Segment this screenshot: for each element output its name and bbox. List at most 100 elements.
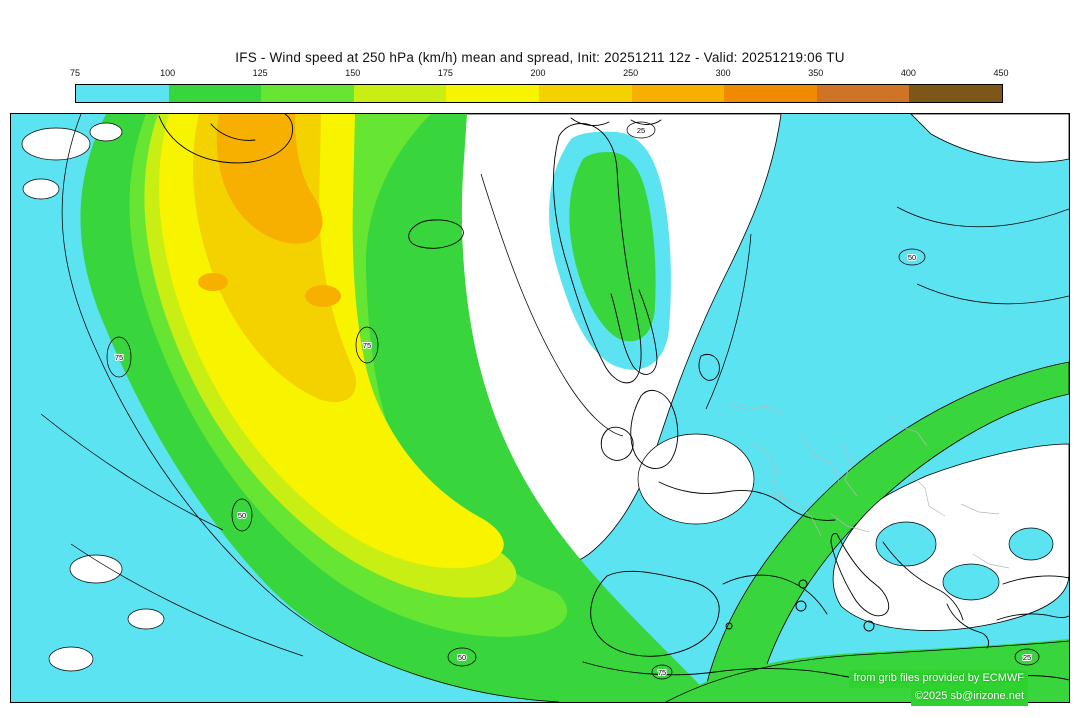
coastline (600, 426, 634, 461)
coastline (863, 620, 875, 632)
wind-field-white-pocket (637, 433, 755, 525)
country-border (730, 403, 784, 415)
coastline (570, 117, 610, 126)
coastline (722, 574, 828, 615)
wind-field-white-mediterranean (832, 443, 1069, 631)
spread-contour (231, 498, 253, 532)
wind-field-white-pocket (89, 122, 123, 142)
contour-label: 75 (363, 341, 371, 350)
coastline (210, 123, 256, 141)
legend-tick: 150 (345, 68, 361, 78)
wind-field-cyan-pocket (942, 563, 1000, 601)
wind-field-white-topright (910, 114, 1069, 163)
legend-tick: 125 (252, 68, 268, 78)
wind-field-orange-spot (305, 285, 341, 307)
country-borders (730, 403, 1010, 569)
contour-labels: 25 75 75 50 50 25 75 50 (114, 125, 1032, 678)
wind-field-cyan-pocket (1008, 527, 1054, 561)
contour-label: 25 (637, 126, 645, 135)
legend-segment (909, 85, 1002, 102)
contour-label: 50 (238, 511, 246, 520)
legend-tick: 175 (437, 68, 453, 78)
coastline (630, 389, 679, 469)
legend-ticks: 75 100 125 150 175 200 250 300 350 400 450 (70, 68, 1009, 80)
spread-contour (705, 233, 752, 410)
legend-segment (446, 85, 539, 102)
wind-field-white-pocket (127, 608, 165, 630)
wind-map-svg: 25 75 75 50 50 25 75 50 (11, 114, 1069, 702)
contour-label: 75 (115, 353, 123, 362)
coastline (408, 219, 464, 249)
legend-tick: 250 (623, 68, 639, 78)
wind-field-white-pocket (69, 554, 123, 584)
wind-field-white-pocket (21, 127, 91, 161)
wind-field-baltic-green (569, 152, 656, 342)
coastline (553, 123, 642, 384)
coastline (658, 481, 836, 521)
legend-segment (724, 85, 817, 102)
coastline (610, 289, 658, 375)
coastline (946, 603, 990, 649)
legend-bar (75, 84, 1003, 103)
spread-contour (896, 206, 1069, 228)
spread-contour (665, 640, 1069, 702)
contour-label: 50 (458, 653, 466, 662)
legend-segment (816, 85, 910, 102)
spread-contour (447, 647, 477, 667)
coastline (882, 541, 964, 621)
spread-contour (70, 543, 304, 657)
legend-tick: 200 (530, 68, 546, 78)
country-border (752, 443, 788, 501)
wind-map: 25 75 75 50 50 25 75 50 (10, 113, 1070, 703)
wind-field-orange-spot (198, 273, 228, 291)
coastline (798, 579, 808, 589)
country-border (886, 413, 928, 447)
spread-contour (1014, 648, 1040, 666)
country-border (800, 433, 840, 483)
legend-tick: 400 (900, 68, 916, 78)
chart-title: IFS - Wind speed at 250 hPa (km/h) mean … (235, 50, 845, 65)
wind-field-orange-core (216, 114, 323, 244)
contour-label: 25 (1023, 653, 1031, 662)
legend-tick: 75 (69, 68, 81, 78)
coastline (830, 533, 889, 617)
coastline (1002, 575, 1069, 585)
wind-field-cyan-pocket (875, 521, 937, 567)
contour-label: 50 (908, 253, 916, 262)
legend-segment (631, 85, 725, 102)
legend-tick: 100 (160, 68, 176, 78)
legend-segment (538, 85, 632, 102)
legend-segment (168, 85, 262, 102)
legend-tick: 450 (993, 68, 1009, 78)
legend-tick: 300 (715, 68, 731, 78)
country-border (960, 503, 1000, 515)
attribution: from grib files provided by ECMWF ©2025 … (849, 669, 1028, 706)
legend-segment (353, 85, 447, 102)
country-border (910, 473, 946, 517)
coastline (590, 570, 720, 657)
coastline (630, 119, 662, 125)
attribution-source: from grib files provided by ECMWF (849, 669, 1028, 688)
country-border (770, 493, 822, 537)
country-border (830, 513, 870, 533)
wind-field-white-pocket (22, 178, 60, 200)
spread-contour (480, 173, 624, 437)
spread-contour (40, 413, 224, 531)
legend-segment (76, 85, 169, 102)
attribution-copyright: ©2025 sb@irizone.net (910, 687, 1028, 706)
spread-contours (40, 114, 1069, 702)
coastline (698, 353, 720, 381)
legend-tick: 350 (808, 68, 824, 78)
wind-fields (11, 114, 1069, 702)
contour-label: 75 (658, 668, 666, 677)
coastline (996, 613, 1069, 621)
spread-contour (61, 114, 560, 702)
coastline (795, 600, 807, 612)
wind-field-white-pocket (48, 646, 94, 672)
legend-segment (261, 85, 354, 102)
spread-contour (651, 664, 673, 680)
country-border (840, 443, 858, 497)
spread-contour (898, 248, 926, 266)
coastline (158, 114, 294, 164)
